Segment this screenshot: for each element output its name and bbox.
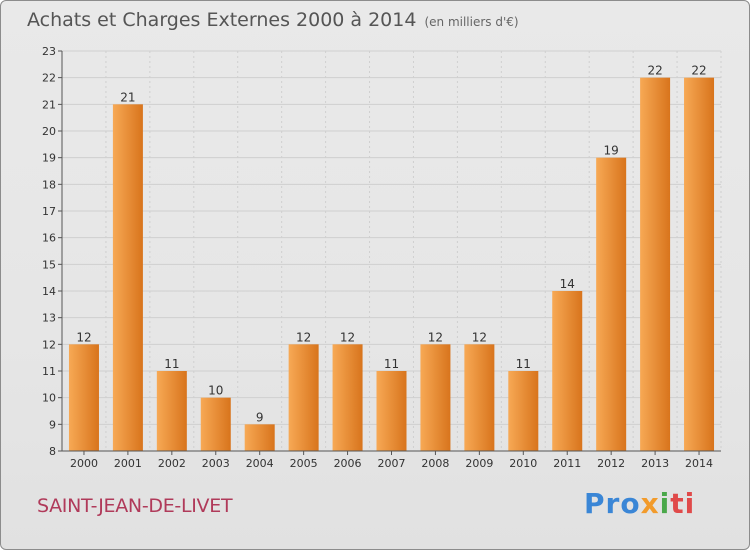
y-tick-label: 11 [42, 365, 56, 378]
proxiti-logo: Proxiti [584, 487, 696, 520]
y-tick-label: 21 [42, 98, 56, 111]
x-tick-label: 2001 [114, 457, 142, 470]
x-tick-label: 2008 [421, 457, 449, 470]
y-tick-label: 10 [42, 392, 56, 405]
x-tick-label: 2004 [246, 457, 274, 470]
bar-2013 [640, 77, 671, 452]
bar-2005 [288, 344, 319, 451]
title-text: Achats et Charges Externes 2000 à 2014 [27, 9, 417, 31]
bar-2009 [464, 344, 495, 451]
y-tick-label: 13 [42, 312, 56, 325]
bar-2007 [376, 371, 407, 451]
bar-2000 [68, 344, 99, 451]
value-label: 11 [164, 357, 179, 371]
y-tick-label: 22 [42, 72, 56, 85]
x-tick-label: 2005 [290, 457, 318, 470]
bar-2002 [156, 371, 187, 451]
y-tick-label: 14 [42, 285, 56, 298]
x-tick-label: 2012 [597, 457, 625, 470]
chart-title: Achats et Charges Externes 2000 à 2014 (e… [27, 9, 519, 31]
value-label: 22 [647, 64, 662, 78]
value-label: 12 [296, 330, 311, 344]
x-tick-label: 2014 [685, 457, 713, 470]
bar-2006 [332, 344, 363, 451]
value-label: 10 [208, 384, 223, 398]
place-name: SAINT-JEAN-DE-LIVET [37, 495, 233, 517]
value-label: 19 [604, 144, 619, 158]
y-tick-label: 15 [42, 258, 56, 271]
x-tick-label: 2002 [158, 457, 186, 470]
x-tick-label: 2000 [70, 457, 98, 470]
y-tick-label: 9 [49, 418, 56, 431]
bar-2014 [684, 77, 715, 452]
value-label: 12 [472, 330, 487, 344]
y-tick-label: 16 [42, 232, 56, 245]
x-tick-label: 2010 [509, 457, 537, 470]
y-tick-label: 19 [42, 152, 56, 165]
value-label: 14 [560, 277, 575, 291]
value-label: 12 [76, 330, 91, 344]
bar-2001 [112, 104, 143, 451]
value-label: 9 [256, 410, 264, 424]
x-tick-label: 2013 [641, 457, 669, 470]
value-label: 22 [691, 64, 706, 78]
x-tick-label: 2006 [334, 457, 362, 470]
bar-2011 [552, 291, 583, 451]
x-tick-label: 2003 [202, 457, 230, 470]
y-tick-label: 18 [42, 178, 56, 191]
x-tick-label: 2011 [553, 457, 581, 470]
value-label: 12 [428, 330, 443, 344]
value-label: 11 [516, 357, 531, 371]
x-tick-label: 2009 [465, 457, 493, 470]
bar-2010 [508, 371, 539, 451]
y-tick-label: 20 [42, 125, 56, 138]
bar-2004 [244, 424, 275, 451]
value-label: 21 [120, 90, 135, 104]
x-tick-label: 2007 [378, 457, 406, 470]
value-label: 12 [340, 330, 355, 344]
bar-2003 [200, 397, 231, 451]
chart-subtitle: (en milliers d'€) [424, 15, 519, 29]
bar-2012 [596, 157, 627, 451]
value-label: 11 [384, 357, 399, 371]
y-tick-label: 12 [42, 338, 56, 351]
bar-2008 [420, 344, 451, 451]
y-tick-label: 23 [42, 45, 56, 58]
y-tick-label: 8 [49, 445, 56, 458]
y-tick-label: 17 [42, 205, 56, 218]
